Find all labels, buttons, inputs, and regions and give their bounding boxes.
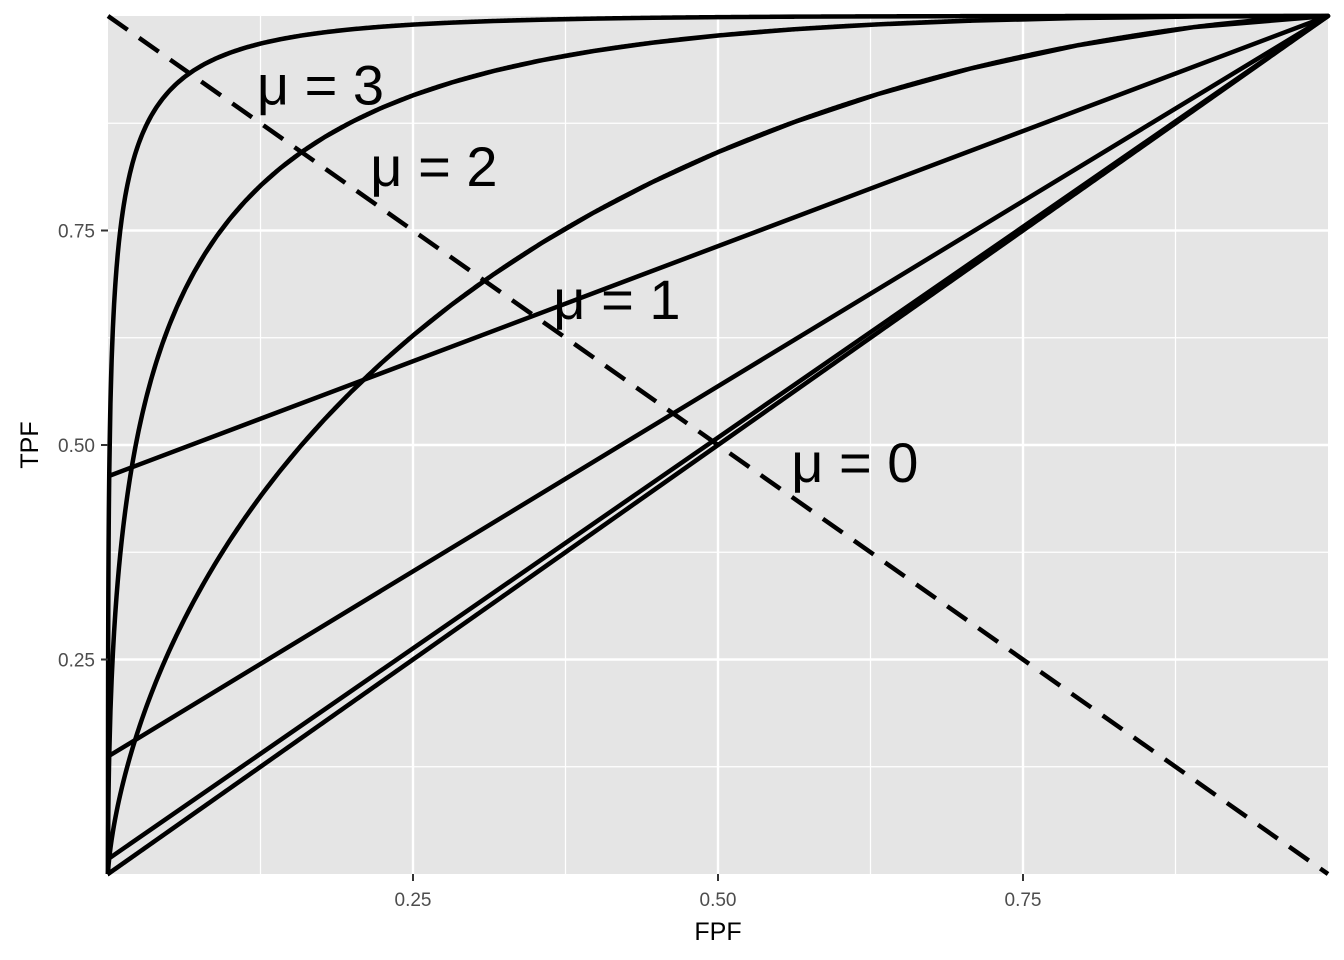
y-tick-label: 0.50 <box>58 436 95 457</box>
y-axis-ticks: 0.25 0.50 0.75 <box>58 222 108 672</box>
y-axis-title: TPF <box>16 421 44 468</box>
roc-curve-mu-1 <box>105 13 1331 877</box>
x-axis-title: FPF <box>694 918 741 946</box>
y-tick-label: 0.75 <box>58 222 95 243</box>
x-tick-label: 0.75 <box>1005 890 1042 911</box>
reference-line-dashed <box>106 14 1330 876</box>
curve-label-mu-1: μ = 1 <box>553 268 680 331</box>
y-tick-label: 0.25 <box>58 651 95 672</box>
curve-label-mu-3: μ = 3 <box>257 54 384 117</box>
roc-curve-mu-3 <box>105 13 1331 874</box>
data-curves <box>105 13 1331 877</box>
curve-labels: μ = 0 μ = 1 μ = 2 μ = 3 <box>257 54 919 495</box>
curve-label-mu-0: μ = 0 <box>791 431 918 494</box>
curve-label-mu-2: μ = 2 <box>370 135 497 198</box>
x-axis-ticks: 0.25 0.50 0.75 <box>395 874 1042 911</box>
x-tick-label: 0.50 <box>700 890 737 911</box>
x-tick-label: 0.25 <box>395 890 432 911</box>
